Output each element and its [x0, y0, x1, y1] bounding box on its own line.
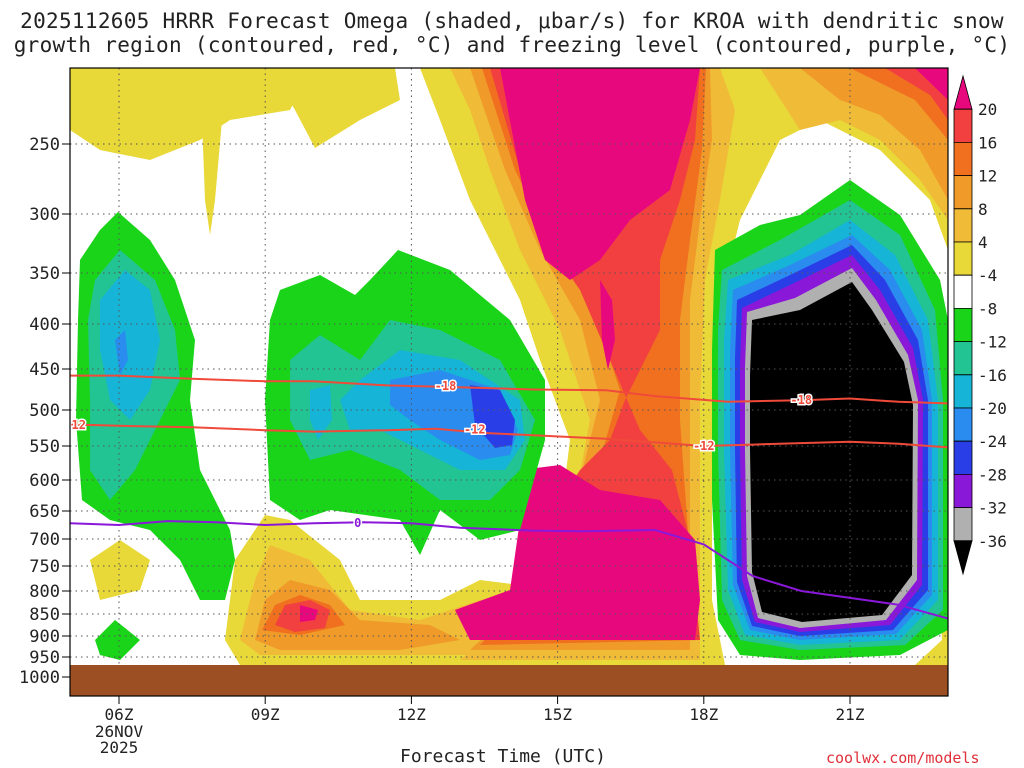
- colorbar-swatch: [953, 474, 973, 508]
- colorbar-label: -16: [978, 366, 1007, 385]
- colorbar-label: 12: [978, 167, 997, 186]
- omega-region-pos-max: [600, 280, 615, 370]
- colorbar-swatch: [953, 108, 973, 143]
- colorbar-swatch: [953, 341, 973, 376]
- chart-title-line-1: 2025112605 HRRR Forecast Omega (shaded, …: [20, 9, 1004, 33]
- colorbar-swatch: [953, 241, 973, 276]
- omega-shading: [70, 68, 948, 665]
- colorbar: 20 16 12 8 4 -4 -8 -12 -16 -20 -24 -28 -32 -36: [953, 74, 1007, 576]
- colorbar-label: -4: [978, 266, 997, 285]
- colorbar-swatch: [953, 74, 973, 110]
- colorbar-label: 4: [978, 233, 988, 252]
- colorbar-label: 20: [978, 100, 997, 119]
- colorbar-label: -36: [978, 532, 1007, 551]
- y-tick-label: 250: [29, 135, 60, 155]
- contour-line: [70, 374, 948, 405]
- y-axis: 2503003504004505005506006507007508008509…: [19, 135, 70, 688]
- colorbar-swatch: [953, 540, 973, 576]
- y-tick-label: 850: [29, 605, 60, 625]
- colorbar-swatch: [953, 142, 973, 176]
- omega-region-neg-4: [95, 620, 140, 660]
- y-tick-label: 400: [29, 315, 60, 335]
- colorbar-label: -8: [978, 299, 997, 318]
- omega-region-neg-12: [310, 385, 332, 440]
- x-tick-date-label: 26NOV: [95, 722, 144, 741]
- y-tick-label: 950: [29, 648, 60, 668]
- x-tick-label: 18Z: [689, 705, 718, 724]
- y-tick-label: 800: [29, 582, 60, 602]
- terrain-ground: [70, 665, 948, 696]
- contour-label: -18: [435, 379, 457, 393]
- omega-region-pos-max: [455, 465, 700, 640]
- credit-link[interactable]: coolwx.com/models: [826, 749, 980, 767]
- contour-label: -18: [790, 393, 812, 407]
- omega-region-pos-4: [200, 68, 225, 235]
- colorbar-label: -24: [978, 432, 1007, 451]
- colorbar-swatch: [953, 407, 973, 442]
- omega-region-neg-16: [115, 330, 128, 375]
- grid-lines: [70, 68, 948, 696]
- y-tick-label: 1000: [19, 668, 60, 688]
- colorbar-swatch: [953, 274, 973, 309]
- omega-region-pos-4: [90, 540, 150, 600]
- colorbar-label: -28: [978, 465, 1007, 484]
- omega-region-pos-4: [270, 68, 400, 148]
- y-tick-label: 500: [29, 401, 60, 421]
- contour-line: [70, 520, 948, 620]
- y-tick-label: 700: [29, 530, 60, 550]
- x-tick-date-label: 2025: [100, 738, 139, 757]
- contour-label: -12: [693, 439, 715, 453]
- colorbar-swatch: [953, 308, 973, 342]
- contour-line: [70, 423, 948, 449]
- y-tick-label: 350: [29, 264, 60, 284]
- omega-region-pos-max: [915, 68, 948, 100]
- x-tick-label: 09Z: [251, 705, 280, 724]
- y-tick-label: 300: [29, 205, 60, 225]
- plot-frame: [69, 67, 949, 697]
- omega-region-neg-20: [470, 385, 515, 448]
- x-axis-title: Forecast Time (UTC): [400, 746, 606, 767]
- contour-label: -12: [464, 422, 486, 436]
- colorbar-swatch: [953, 208, 973, 243]
- colorbar-swatch: [953, 440, 973, 475]
- colorbar-label: -32: [978, 499, 1007, 518]
- omega-region-pos-12: [800, 68, 948, 200]
- colorbar-swatch: [953, 175, 973, 210]
- contour-label: 0: [354, 516, 361, 530]
- colorbar-swatch: [953, 507, 973, 542]
- y-tick-label: 450: [29, 360, 60, 380]
- x-tick-label: 15Z: [543, 705, 572, 724]
- y-tick-label: 650: [29, 502, 60, 522]
- colorbar-swatch: [953, 374, 973, 409]
- colorbar-label: -20: [978, 399, 1007, 418]
- omega-region-pos-4: [70, 68, 300, 160]
- colorbar-label: -12: [978, 333, 1007, 352]
- omega-region-neg-min: [750, 282, 913, 622]
- y-tick-label: 600: [29, 471, 60, 491]
- contour-label: -12: [64, 418, 86, 432]
- omega-region-pos-max: [300, 605, 318, 622]
- contour-lines: -18 -18 -12 -12 -12 0: [64, 374, 948, 620]
- y-tick-label: 750: [29, 557, 60, 577]
- colorbar-label: 16: [978, 133, 997, 152]
- colorbar-label: 8: [978, 200, 988, 219]
- x-tick-label: 12Z: [397, 705, 426, 724]
- plot-area: -18 -18 -12 -12 -12 0: [64, 68, 948, 696]
- y-tick-label: 550: [29, 437, 60, 457]
- omega-region-neg-12: [100, 270, 160, 420]
- x-tick-label: 06Z: [105, 705, 134, 724]
- x-tick-label: 21Z: [836, 705, 865, 724]
- chart-title-line-2: growth region (contoured, red, °C) and f…: [13, 33, 1011, 57]
- y-tick-label: 900: [29, 627, 60, 647]
- omega-region-pos-max: [500, 68, 700, 280]
